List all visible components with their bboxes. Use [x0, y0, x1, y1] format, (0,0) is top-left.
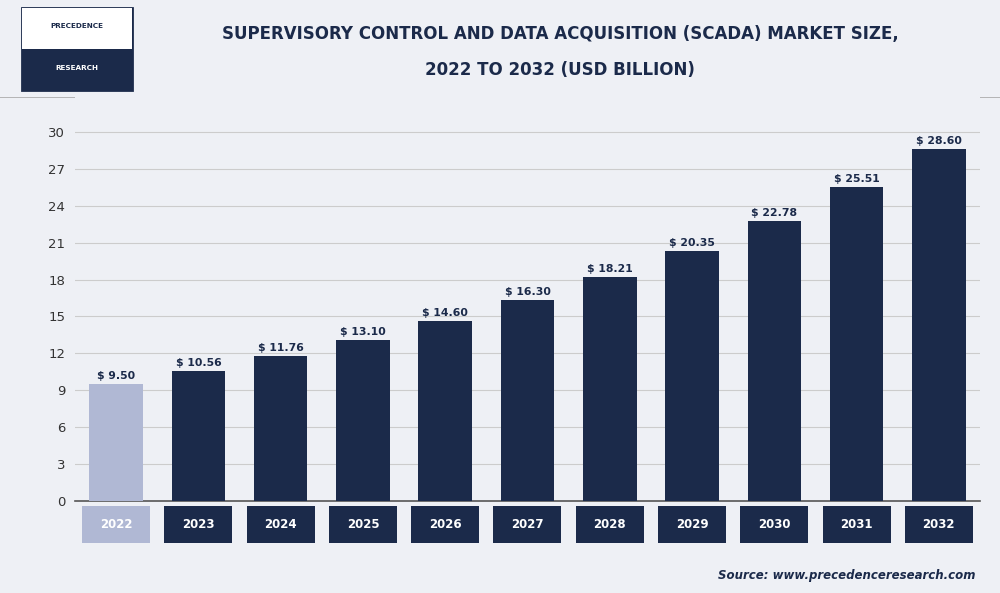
Text: $ 28.60: $ 28.60	[916, 136, 962, 146]
FancyBboxPatch shape	[22, 8, 132, 49]
Text: $ 11.76: $ 11.76	[258, 343, 304, 353]
Text: $ 10.56: $ 10.56	[176, 358, 221, 368]
Text: $ 18.21: $ 18.21	[587, 264, 633, 274]
Text: 2023: 2023	[182, 518, 215, 531]
Text: $ 16.30: $ 16.30	[505, 288, 550, 297]
Text: $ 20.35: $ 20.35	[669, 238, 715, 247]
Text: 2030: 2030	[758, 518, 791, 531]
Text: 2026: 2026	[429, 518, 462, 531]
Text: 2024: 2024	[264, 518, 297, 531]
Text: 2028: 2028	[593, 518, 626, 531]
Bar	[665, 251, 719, 501]
Text: PRECEDENCE: PRECEDENCE	[50, 23, 104, 29]
Text: $ 13.10: $ 13.10	[340, 327, 386, 337]
Bar	[830, 187, 883, 501]
Bar	[89, 384, 143, 501]
Text: $ 25.51: $ 25.51	[834, 174, 879, 184]
Text: 2022: 2022	[100, 518, 132, 531]
Text: RESEARCH: RESEARCH	[56, 65, 98, 71]
Text: Source: www.precedenceresearch.com: Source: www.precedenceresearch.com	[718, 569, 975, 582]
Bar	[501, 301, 554, 501]
Bar	[172, 371, 225, 501]
Text: 2031: 2031	[840, 518, 873, 531]
Text: $ 9.50: $ 9.50	[97, 371, 135, 381]
Text: 2029: 2029	[676, 518, 708, 531]
Bar	[748, 221, 801, 501]
Bar	[254, 356, 307, 501]
Bar	[912, 149, 966, 501]
Text: 2032: 2032	[923, 518, 955, 531]
FancyBboxPatch shape	[22, 49, 132, 90]
Text: $ 22.78: $ 22.78	[751, 208, 797, 218]
Bar	[583, 277, 637, 501]
Text: 2022 TO 2032 (USD BILLION): 2022 TO 2032 (USD BILLION)	[425, 62, 695, 79]
Bar	[336, 340, 390, 501]
Bar	[418, 321, 472, 501]
Text: SUPERVISORY CONTROL AND DATA ACQUISITION (SCADA) MARKET SIZE,: SUPERVISORY CONTROL AND DATA ACQUISITION…	[222, 25, 898, 43]
Text: $ 14.60: $ 14.60	[422, 308, 468, 318]
Text: 2025: 2025	[347, 518, 379, 531]
Text: 2027: 2027	[511, 518, 544, 531]
